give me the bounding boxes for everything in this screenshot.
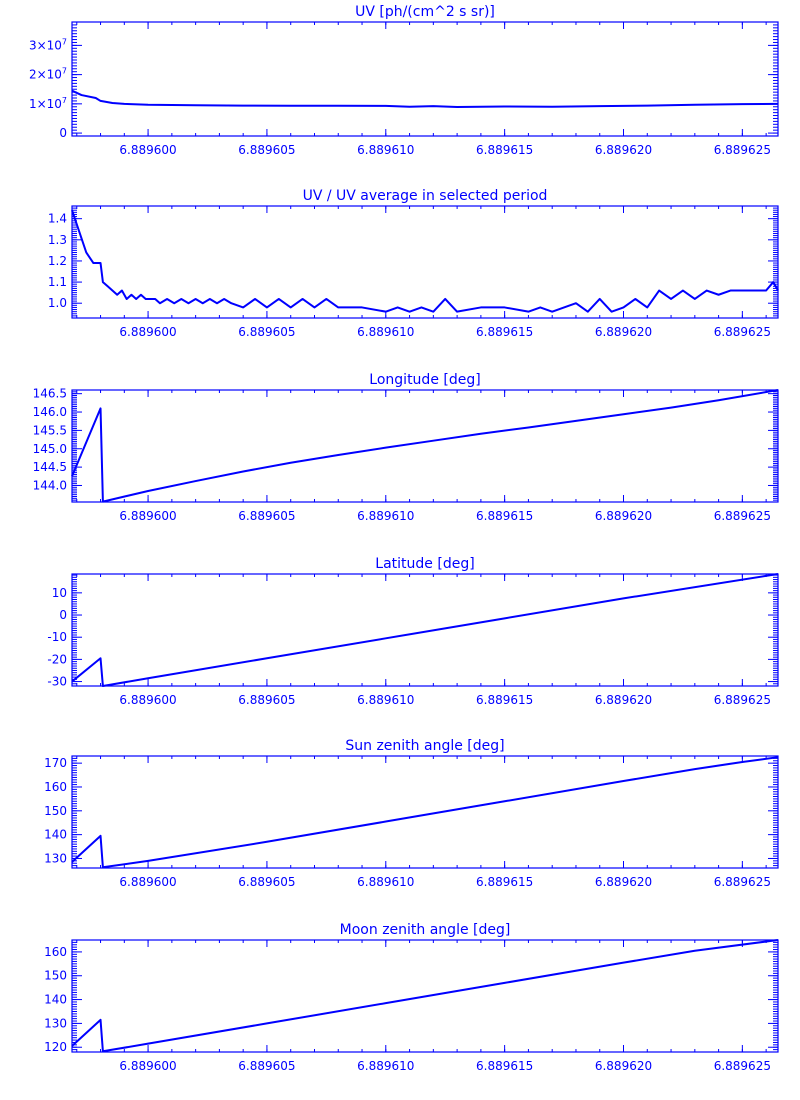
x-tick-label: 6.889610 xyxy=(357,875,414,889)
x-tick-label: 6.889600 xyxy=(119,1059,176,1073)
y-tick-label: 146.5 xyxy=(33,387,67,401)
y-tick-mantissa: 3×10 xyxy=(29,38,62,52)
y-tick-label: 10 xyxy=(52,586,67,600)
x-tick-label: 6.889625 xyxy=(714,143,771,157)
y-tick-label: 160 xyxy=(44,945,67,959)
chart-title: Moon zenith angle [deg] xyxy=(340,922,511,938)
y-tick-label: 1.0 xyxy=(48,296,67,310)
y-tick-exponent: 7 xyxy=(62,96,67,105)
chart-panel-4: Latitude [deg] -30 -20 -10 0 10 6.889600 6.8896… xyxy=(47,556,779,707)
y-tick-label: 130 xyxy=(44,851,67,865)
y-tick-label: 170 xyxy=(44,756,67,770)
x-tick-label: 6.889615 xyxy=(476,693,533,707)
y-tick-label: 1.3 xyxy=(48,233,67,247)
x-tick-label: 6.889615 xyxy=(476,143,533,157)
x-tick-label: 6.889610 xyxy=(357,509,414,523)
x-tick-label: 6.889610 xyxy=(357,693,414,707)
y-tick-label: 160 xyxy=(44,780,67,794)
x-tick-label: 6.889605 xyxy=(238,325,295,339)
x-tick-label: 6.889605 xyxy=(238,509,295,523)
y-tick-label: 150 xyxy=(44,804,67,818)
chart-title: Latitude [deg] xyxy=(375,556,474,572)
x-tick-label: 6.889600 xyxy=(119,325,176,339)
chart-title: Sun zenith angle [deg] xyxy=(345,738,504,754)
y-tick-label: 145.5 xyxy=(33,423,67,437)
x-tick-label: 6.889610 xyxy=(357,325,414,339)
chart-panel-3: Longitude [deg] 144.0 144.5 145.0 145.5 146.0… xyxy=(33,372,779,523)
x-tick-label: 6.889620 xyxy=(595,693,652,707)
y-tick-mantissa: 1×10 xyxy=(29,97,62,111)
y-tick-label: 145.0 xyxy=(33,442,67,456)
x-tick-label: 6.889605 xyxy=(238,143,295,157)
y-tick-label: -20 xyxy=(47,652,67,666)
x-tick-label: 6.889610 xyxy=(357,1059,414,1073)
y-tick-label: 140 xyxy=(44,828,67,842)
y-tick-label: 2×107 xyxy=(29,67,67,82)
y-tick-label: 0 xyxy=(59,608,67,622)
plot-area-frame xyxy=(71,755,779,869)
x-tick-label: 6.889600 xyxy=(119,143,176,157)
y-tick-label: 1×107 xyxy=(29,96,67,111)
y-tick-exponent: 7 xyxy=(62,37,67,46)
y-tick-label: 130 xyxy=(44,1016,67,1030)
x-tick-label: 6.889605 xyxy=(238,693,295,707)
x-tick-label: 6.889615 xyxy=(476,875,533,889)
chart-panel-6: Moon zenith angle [deg] 120 130 140 150 160 6.… xyxy=(44,922,779,1073)
y-tick-label: 3×107 xyxy=(29,37,67,52)
y-tick-label: -10 xyxy=(47,630,67,644)
y-tick-mantissa: 2×10 xyxy=(29,68,62,82)
y-tick-label: 146.0 xyxy=(33,405,67,419)
series-line-1 xyxy=(71,209,779,313)
x-tick-label: 6.889620 xyxy=(595,325,652,339)
y-tick-exponent: 7 xyxy=(62,67,67,76)
x-tick-label: 6.889625 xyxy=(714,1059,771,1073)
y-tick-label: 144.5 xyxy=(33,460,67,474)
plot-area-frame xyxy=(71,205,779,319)
chart-panel-2: UV / UV average in selected period 1.0 1.1… xyxy=(48,188,779,339)
x-tick-label: 6.889610 xyxy=(357,143,414,157)
x-tick-label: 6.889600 xyxy=(119,509,176,523)
x-tick-label: 6.889615 xyxy=(476,325,533,339)
x-tick-label: 6.889620 xyxy=(595,1059,652,1073)
x-tick-label: 6.889625 xyxy=(714,693,771,707)
x-tick-label: 6.889600 xyxy=(119,693,176,707)
series-line-1 xyxy=(71,756,779,869)
chart-title: UV / UV average in selected period xyxy=(303,188,548,204)
y-tick-label: 0 xyxy=(59,126,67,140)
y-tick-label: -30 xyxy=(47,675,67,689)
series-line-1 xyxy=(71,89,779,109)
chart-panel-1: UV [ph/(cm^2 s sr)]01×1072×1073×1076.889… xyxy=(29,4,779,157)
series-line-1 xyxy=(71,939,779,1053)
x-tick-label: 6.889620 xyxy=(595,509,652,523)
plot-area-frame xyxy=(71,573,779,687)
y-tick-label: 1.2 xyxy=(48,254,67,268)
chart-title: Longitude [deg] xyxy=(369,372,480,388)
x-tick-label: 6.889625 xyxy=(714,325,771,339)
x-tick-label: 6.889625 xyxy=(714,875,771,889)
y-tick-label: 120 xyxy=(44,1040,67,1054)
x-tick-label: 6.889625 xyxy=(714,509,771,523)
y-tick-mantissa: 0 xyxy=(59,126,67,140)
chart-title: UV [ph/(cm^2 s sr)] xyxy=(355,4,495,20)
x-tick-label: 6.889615 xyxy=(476,1059,533,1073)
x-tick-label: 6.889600 xyxy=(119,875,176,889)
series-line-1 xyxy=(71,573,779,687)
y-tick-label: 144.0 xyxy=(33,478,67,492)
y-tick-label: 150 xyxy=(44,969,67,983)
x-tick-label: 6.889605 xyxy=(238,875,295,889)
y-tick-label: 1.4 xyxy=(48,212,67,226)
x-tick-label: 6.889605 xyxy=(238,1059,295,1073)
y-tick-label: 140 xyxy=(44,993,67,1007)
plot-area-frame xyxy=(71,21,779,137)
series-line-1 xyxy=(71,389,779,503)
x-tick-label: 6.889620 xyxy=(595,875,652,889)
plot-area-frame xyxy=(71,939,779,1053)
plot-area-frame xyxy=(71,389,779,503)
chart-panel-5: Sun zenith angle [deg] 130 140 150 160 170 6.8… xyxy=(44,738,779,889)
x-tick-label: 6.889620 xyxy=(595,143,652,157)
y-tick-label: 1.1 xyxy=(48,275,67,289)
x-tick-label: 6.889615 xyxy=(476,509,533,523)
